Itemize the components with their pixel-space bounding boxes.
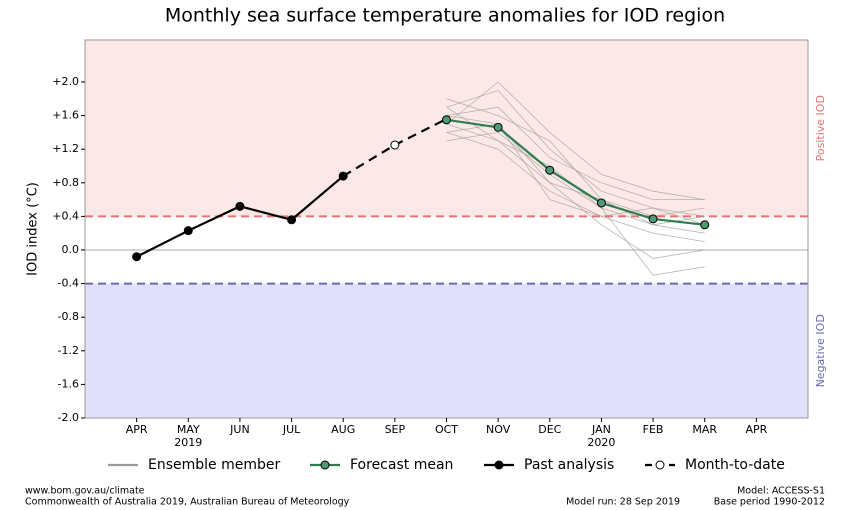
series-marker xyxy=(132,252,142,262)
series-line xyxy=(446,118,705,226)
legend-label: Ensemble member xyxy=(148,457,280,473)
y-tick-label: +2.0 xyxy=(52,75,79,88)
x-tick-label: MAY xyxy=(177,423,200,436)
series-marker xyxy=(648,214,658,224)
y-tick-label: -1.2 xyxy=(58,344,79,357)
series-marker xyxy=(493,122,503,132)
legend-label: Month-to-date xyxy=(685,457,785,473)
x-year-label: 2020 xyxy=(587,436,615,449)
x-tick-label: DEC xyxy=(538,423,561,436)
y-tick-label: -1.6 xyxy=(58,377,79,390)
threshold-label: Positive IOD xyxy=(814,95,827,161)
x-tick-label: FEB xyxy=(643,423,664,436)
y-tick-label: +0.4 xyxy=(52,209,79,222)
y-axis-label: IOD index (°C) xyxy=(26,182,41,276)
series-marker xyxy=(700,220,710,230)
x-tick-label: JUL xyxy=(282,423,301,436)
ensemble-line xyxy=(446,98,705,217)
series-marker xyxy=(287,215,297,225)
ensemble-line xyxy=(446,115,705,226)
series-marker xyxy=(235,201,245,211)
y-tick-label: -2.0 xyxy=(58,411,79,424)
model-run: Model run: 28 Sep 2019 xyxy=(566,497,680,508)
x-year-label: 2019 xyxy=(174,436,202,449)
x-tick-label: AUG xyxy=(331,423,355,436)
series-marker xyxy=(390,140,400,150)
y-tick-label: -0.8 xyxy=(58,310,79,323)
series-marker xyxy=(596,198,606,208)
x-tick-label: APR xyxy=(126,423,148,436)
y-tick-label: +1.2 xyxy=(52,142,79,155)
legend-marker xyxy=(320,460,330,470)
x-tick-label: MAR xyxy=(692,423,717,436)
threshold-region xyxy=(85,283,808,418)
threshold-region xyxy=(85,40,808,217)
copyright: Commonwealth of Australia 2019, Australi… xyxy=(25,497,350,508)
x-tick-label: APR xyxy=(745,423,767,436)
x-tick-label: NOV xyxy=(486,423,511,436)
series-marker xyxy=(183,226,193,236)
y-tick-label: +0.8 xyxy=(52,176,79,189)
y-tick-label: +1.6 xyxy=(52,109,79,122)
x-tick-label: SEP xyxy=(385,423,406,436)
legend-marker xyxy=(655,460,665,470)
model: Model: ACCESS-S1 xyxy=(737,486,825,497)
series-marker xyxy=(442,115,451,125)
y-tick-label: -0.4 xyxy=(58,277,79,290)
legend-label: Forecast mean xyxy=(350,457,453,473)
threshold-label: Negative IOD xyxy=(814,314,827,387)
legend-label: Past analysis xyxy=(524,457,614,473)
x-tick-label: JAN xyxy=(591,423,611,436)
series-marker xyxy=(545,165,555,175)
chart-title: Monthly sea surface temperature anomalie… xyxy=(165,5,725,27)
series-marker xyxy=(338,171,348,181)
base-period: Base period 1990-2012 xyxy=(714,497,825,508)
x-tick-label: OCT xyxy=(435,423,458,436)
ensemble-line xyxy=(446,123,705,259)
legend-marker xyxy=(494,460,504,470)
x-tick-label: JUN xyxy=(229,423,250,436)
source-url: www.bom.gov.au/climate xyxy=(25,486,145,497)
y-tick-label: 0.0 xyxy=(62,243,80,256)
ensemble-line xyxy=(446,81,705,200)
